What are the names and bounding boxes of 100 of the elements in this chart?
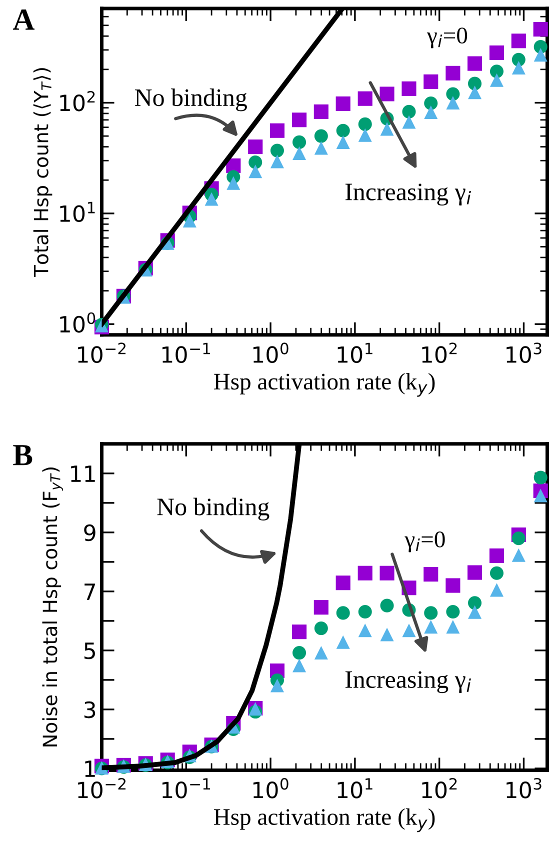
x-tick-label: 10$^{−2}$ (78, 342, 126, 363)
point (424, 620, 438, 634)
point (446, 66, 460, 80)
point (314, 104, 328, 119)
x-tick-label: 10$^{0}$ (253, 778, 288, 798)
point (446, 620, 460, 634)
x-tick-label: 10$^{1}$ (338, 342, 372, 363)
point (336, 576, 350, 590)
point (314, 129, 328, 143)
point (512, 61, 526, 75)
x-tick-label: 10$^{−2}$ (78, 778, 126, 798)
y-tick-label: 7 (84, 584, 95, 600)
point (424, 74, 438, 89)
point (380, 122, 394, 136)
series-label: γ$_{i}$=0 (426, 28, 468, 48)
point (468, 596, 482, 610)
y-tick-label: 5 (84, 642, 95, 660)
point (248, 164, 262, 178)
annotation: No binding (134, 88, 247, 112)
point (358, 128, 372, 142)
y-tick-label: 10$^{1}$ (60, 202, 95, 222)
point (292, 646, 306, 660)
point (402, 104, 416, 118)
point (534, 488, 548, 502)
point (248, 155, 262, 170)
point (248, 140, 263, 154)
point (534, 470, 548, 484)
point (534, 48, 548, 62)
point (402, 81, 416, 96)
point (314, 622, 328, 636)
point (490, 583, 504, 597)
x-tick-label: 10$^{1}$ (338, 778, 372, 798)
point (270, 144, 284, 158)
series-label: γ$_{i}$=0 (404, 531, 445, 552)
point (292, 146, 306, 160)
point (402, 624, 416, 638)
point (490, 64, 504, 78)
point (468, 605, 482, 619)
x-tick-label: 10$^{−1}$ (162, 342, 210, 363)
point (358, 624, 372, 638)
point (512, 548, 526, 562)
point (533, 22, 548, 37)
point (336, 135, 350, 149)
point (467, 56, 482, 71)
point (380, 86, 394, 102)
y-tick-label: 10$^{2}$ (60, 90, 95, 112)
y-tick-label: 11 (71, 466, 95, 482)
point (489, 45, 504, 60)
point (336, 124, 350, 138)
y-axis-title: Noise in total Hsp count (F$_{yT}$) (42, 468, 64, 746)
x-tick-label: 10$^{−1}$ (162, 778, 210, 798)
point (336, 635, 350, 649)
point (534, 40, 548, 54)
point (270, 123, 285, 138)
chart-title: A (12, 10, 34, 30)
x-tick-label: 10$^{3}$ (506, 778, 542, 798)
point (380, 628, 394, 642)
point (424, 96, 438, 110)
point (446, 578, 460, 593)
point (402, 115, 416, 129)
point (446, 605, 460, 619)
annotation: No binding (157, 498, 270, 521)
y-tick-label: 10$^{0}$ (60, 312, 96, 333)
x-tick-label: 10$^{2}$ (422, 342, 457, 363)
point (358, 566, 372, 580)
point (490, 566, 504, 580)
point (336, 96, 350, 111)
point (204, 192, 218, 206)
point (380, 566, 394, 580)
point (226, 176, 240, 190)
point (446, 96, 460, 110)
point (358, 91, 372, 106)
y-axis-title: Total Hsp count (⟨Y$_{T}$⟩) (33, 68, 52, 278)
point (336, 606, 350, 620)
x-tick-label: 10$^{0}$ (253, 342, 288, 363)
point (292, 658, 306, 672)
annotation: Increasing γ$_{i}$ (345, 184, 471, 206)
point (270, 678, 284, 692)
x-axis-title: Hsp activation rate (k$_{y}$) (214, 808, 435, 832)
point (424, 106, 438, 120)
point (182, 214, 196, 228)
y-tick-label: 9 (84, 524, 96, 542)
x-tick-label: 10$^{3}$ (506, 342, 542, 363)
point (292, 135, 306, 149)
point (490, 73, 504, 87)
point (314, 646, 328, 660)
point (380, 598, 394, 612)
point (292, 624, 307, 640)
point (489, 548, 504, 563)
x-axis-title: Hsp activation rate (k$_{y}$) (214, 373, 435, 397)
point (424, 567, 438, 582)
point (468, 86, 482, 100)
x-tick-label: 10$^{2}$ (422, 778, 457, 798)
annotation: Increasing γ$_{i}$ (345, 671, 471, 694)
point (467, 565, 482, 580)
point (512, 532, 526, 546)
point (446, 87, 460, 101)
point (424, 606, 438, 620)
point (314, 600, 328, 615)
y-tick-label: 3 (84, 701, 96, 718)
